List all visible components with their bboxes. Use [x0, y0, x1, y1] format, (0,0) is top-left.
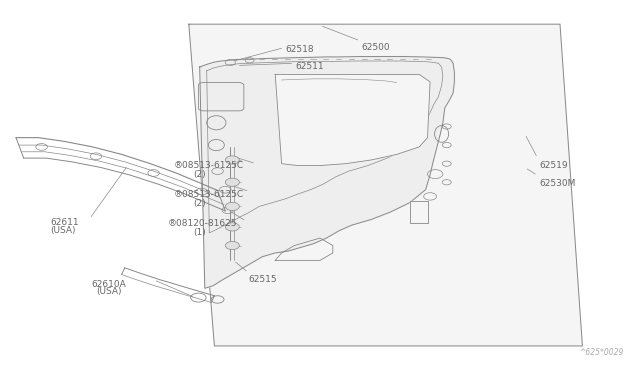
Circle shape: [225, 202, 239, 211]
Circle shape: [225, 178, 239, 186]
Circle shape: [225, 241, 239, 250]
Text: (2): (2): [193, 199, 206, 208]
Text: 62511: 62511: [296, 62, 324, 71]
Text: 62530M: 62530M: [539, 179, 575, 187]
Polygon shape: [189, 24, 582, 346]
Text: (1): (1): [193, 228, 206, 237]
Polygon shape: [410, 201, 428, 223]
Text: 62610A: 62610A: [92, 280, 126, 289]
Text: (2): (2): [193, 170, 206, 179]
Circle shape: [225, 156, 239, 164]
Text: ®08513-6125C: ®08513-6125C: [174, 190, 244, 199]
Text: 62519: 62519: [539, 161, 568, 170]
Text: ®08120-81625: ®08120-81625: [168, 219, 237, 228]
Text: ^625*0029: ^625*0029: [580, 348, 624, 357]
Text: (USA): (USA): [96, 287, 122, 296]
Text: 62515: 62515: [248, 275, 277, 283]
Polygon shape: [200, 57, 454, 288]
Text: 62500: 62500: [362, 43, 390, 52]
Text: 62611: 62611: [50, 218, 79, 227]
Circle shape: [225, 223, 239, 231]
Polygon shape: [275, 74, 430, 166]
Text: (USA): (USA): [50, 226, 76, 235]
Text: ®08513-6125C: ®08513-6125C: [174, 161, 244, 170]
Text: 62518: 62518: [285, 45, 314, 54]
